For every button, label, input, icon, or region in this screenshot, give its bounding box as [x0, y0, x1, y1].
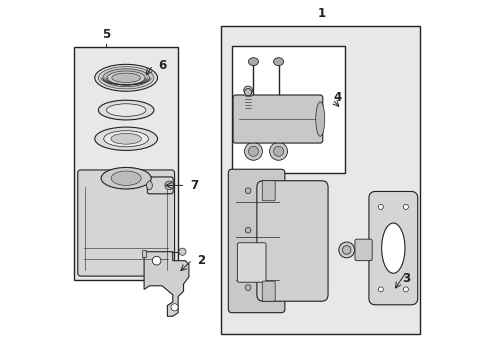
FancyBboxPatch shape: [262, 181, 275, 201]
Text: 5: 5: [102, 28, 110, 41]
FancyBboxPatch shape: [354, 239, 371, 261]
Polygon shape: [144, 252, 188, 316]
Ellipse shape: [381, 223, 404, 273]
Ellipse shape: [248, 58, 258, 66]
Ellipse shape: [95, 64, 157, 91]
Circle shape: [403, 287, 407, 292]
Ellipse shape: [103, 131, 148, 147]
FancyBboxPatch shape: [368, 192, 417, 305]
Ellipse shape: [95, 127, 157, 150]
Text: 3: 3: [402, 272, 410, 285]
FancyBboxPatch shape: [78, 170, 174, 276]
Circle shape: [248, 146, 258, 156]
Bar: [231, 45, 344, 173]
Ellipse shape: [315, 102, 324, 136]
Circle shape: [403, 204, 407, 210]
Ellipse shape: [273, 58, 283, 66]
Circle shape: [378, 287, 383, 292]
Circle shape: [338, 242, 354, 258]
Circle shape: [164, 181, 173, 190]
Circle shape: [244, 142, 262, 160]
FancyBboxPatch shape: [228, 169, 285, 313]
FancyBboxPatch shape: [147, 177, 173, 194]
Ellipse shape: [107, 71, 144, 85]
Circle shape: [273, 146, 283, 156]
Circle shape: [244, 188, 250, 194]
Bar: [74, 47, 178, 280]
Bar: [221, 26, 419, 334]
Ellipse shape: [111, 171, 141, 185]
FancyBboxPatch shape: [256, 181, 327, 301]
FancyBboxPatch shape: [262, 281, 275, 301]
Ellipse shape: [146, 181, 152, 190]
Text: 4: 4: [333, 91, 341, 104]
Circle shape: [244, 285, 250, 291]
Ellipse shape: [106, 104, 145, 116]
Circle shape: [244, 227, 250, 233]
Ellipse shape: [102, 69, 149, 87]
FancyBboxPatch shape: [233, 95, 322, 143]
FancyBboxPatch shape: [237, 243, 265, 282]
Bar: [142, 250, 145, 257]
Text: 7: 7: [190, 179, 198, 192]
Circle shape: [179, 248, 185, 255]
Ellipse shape: [111, 134, 141, 144]
Circle shape: [269, 142, 287, 160]
Circle shape: [152, 256, 161, 265]
Circle shape: [171, 304, 178, 311]
Ellipse shape: [98, 67, 154, 89]
Text: 1: 1: [317, 7, 325, 20]
Circle shape: [244, 89, 251, 96]
Ellipse shape: [98, 100, 154, 120]
Text: 2: 2: [197, 254, 205, 267]
Circle shape: [244, 86, 252, 95]
Ellipse shape: [112, 73, 140, 82]
Circle shape: [342, 246, 350, 254]
Circle shape: [378, 204, 383, 210]
Text: 6: 6: [158, 59, 166, 72]
Ellipse shape: [101, 167, 151, 189]
